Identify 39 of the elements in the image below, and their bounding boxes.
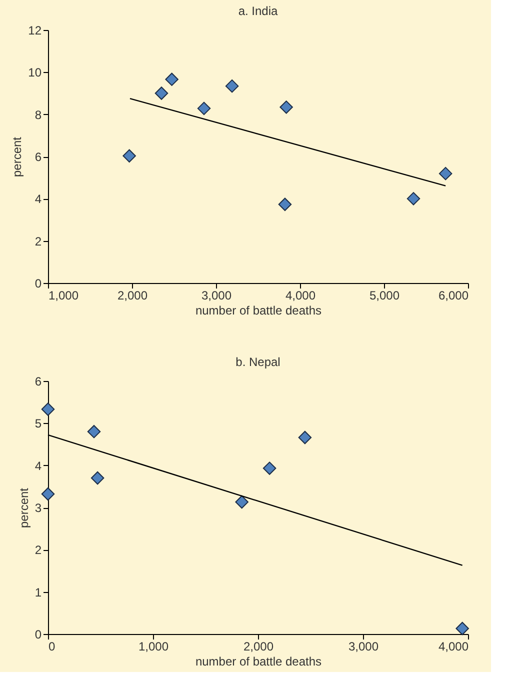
x-tick-label: 3,000 [348,640,379,654]
y-tick-label: 6 [34,374,42,388]
point [262,462,276,475]
y-tick-label: 8 [34,108,42,122]
y-tick-label: 5 [34,416,42,431]
y-tick-label: 0 [34,628,42,642]
y-tick-label: 3 [34,501,42,515]
x-axis-title: number of battle deaths [195,304,322,318]
x-tick-label: 3,000 [201,288,232,302]
point [90,471,104,485]
point [298,430,312,444]
y-tick-label: 2 [34,234,42,248]
x-axis-title: number of battle deaths [195,654,322,668]
x-tick-label: 0 [48,640,56,654]
x-tick-label: 2,000 [243,640,274,654]
y-tick-label: 0 [34,276,42,290]
y-tick-label: 12 [28,24,42,38]
point [87,424,101,438]
chart-title: a. India [238,4,278,18]
y-axis-title: percent [10,136,24,178]
x-tick-label: 4,000 [438,640,469,654]
point [41,487,55,501]
y-axis-title: percent [16,487,31,528]
y-tick-label: 1 [34,585,42,600]
x-tick-label: 1,000 [48,288,79,302]
x-tick-label: 1,000 [138,640,169,654]
x-tick-label: 4,000 [285,288,316,302]
y-tick-label: 4 [34,192,42,206]
x-tick-label: 6,000 [438,288,469,302]
y-tick-label: 4 [34,458,42,473]
point [235,495,248,509]
point [41,402,55,416]
x-tick-label: 5,000 [369,288,400,302]
chart-title: b. Nepal [236,355,280,369]
y-tick-label: 2 [34,543,42,558]
point [456,622,469,636]
x-tick-label: 2,000 [117,288,148,302]
y-tick-label: 6 [34,150,42,164]
y-tick-label: 10 [28,66,42,80]
